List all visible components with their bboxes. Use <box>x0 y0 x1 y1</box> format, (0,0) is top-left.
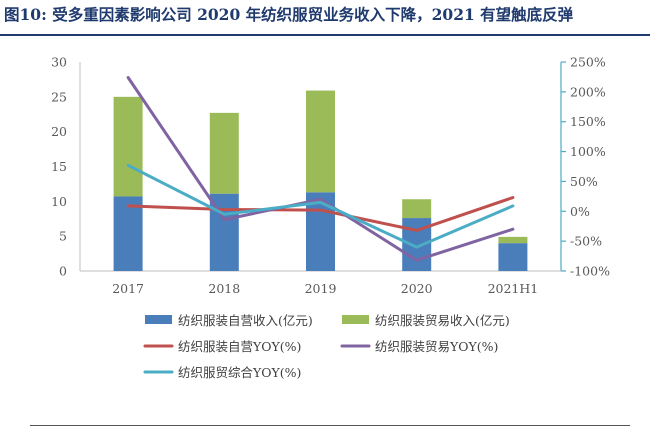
right-tick-label: -100% <box>570 264 610 279</box>
right-tick-label: 150% <box>570 114 606 129</box>
right-tick-label: 50% <box>570 174 598 189</box>
legend-trade-revenue-label: 纺织服装贸易收入(亿元) <box>375 313 510 328</box>
x-tick-label: 2021H1 <box>488 281 539 296</box>
x-tick-label: 2017 <box>112 281 144 296</box>
legend-trade-revenue-swatch <box>342 315 369 324</box>
right-tick-label: 200% <box>570 84 606 99</box>
left-tick-label: 0 <box>59 264 67 279</box>
chart-title: 图10: 受多重因素影响公司 2020 年纺织服贸业务收入下降，2021 有望触… <box>4 5 574 24</box>
legend-self-operated-revenue-swatch <box>145 315 172 324</box>
legend-trade-yoy-label: 纺织服装贸易YOY(%) <box>375 339 498 354</box>
lines <box>126 76 515 262</box>
line-combined-yoy <box>126 163 515 249</box>
legend-combined-yoy-label: 纺织服贸综合YOY(%) <box>178 365 301 380</box>
bar-trade <box>402 199 432 219</box>
right-tick-label: 100% <box>570 144 606 159</box>
left-tick-label: 25 <box>51 89 67 104</box>
left-tick-label: 10 <box>51 194 67 209</box>
left-tick-label: 5 <box>59 229 67 244</box>
bar-trade <box>498 236 528 244</box>
right-tick-label: 0% <box>570 204 590 219</box>
bottom-rule <box>30 425 630 426</box>
bars <box>113 90 528 271</box>
bar-trade <box>113 96 143 197</box>
x-tick-label: 2019 <box>305 281 337 296</box>
bar-self-operated <box>498 243 528 271</box>
left-tick-label: 15 <box>51 159 67 174</box>
right-tick-label: 250% <box>570 55 606 70</box>
line-self-operated-yoy <box>126 196 515 232</box>
title-rule <box>0 34 650 36</box>
legend-self-operated-yoy-label: 纺织服装自营YOY(%) <box>178 339 301 354</box>
right-tick-label: -50% <box>570 234 602 249</box>
left-tick-label: 30 <box>51 55 67 70</box>
x-tick-label: 2020 <box>401 281 433 296</box>
legend: 纺织服装自营收入(亿元) 纺织服装贸易收入(亿元) 纺织服装自营YOY(%) 纺织服装… <box>143 313 510 380</box>
left-tick-label: 20 <box>51 124 67 139</box>
bar-trade <box>209 112 239 194</box>
axes: 0 5 10 15 20 25 30 -100% -50% 0% 50% 100% 150% 200% 25… <box>51 55 610 297</box>
bar-trade <box>306 90 335 193</box>
legend-self-operated-revenue-label: 纺织服装自营收入(亿元) <box>178 313 313 328</box>
line-trade-yoy <box>126 76 515 262</box>
bar-self-operated <box>113 196 143 271</box>
x-tick-label: 2018 <box>208 281 240 296</box>
